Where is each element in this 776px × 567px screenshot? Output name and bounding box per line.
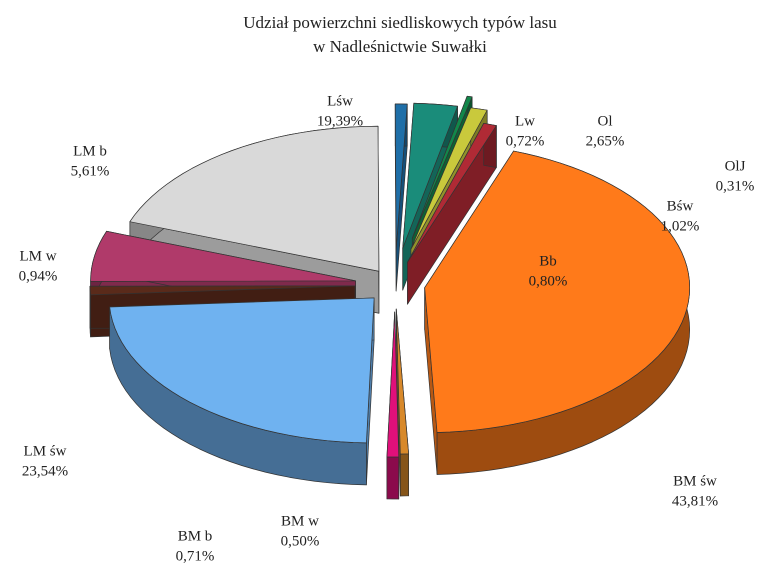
- category-label: OlJ: [725, 158, 746, 174]
- slice: [394, 103, 408, 292]
- slice: [407, 122, 497, 305]
- category-label: LM b: [73, 143, 107, 159]
- slice: [402, 102, 458, 249]
- category-label: Lw: [515, 113, 535, 129]
- value-label: 23,54%: [22, 463, 68, 479]
- value-label: 0,31%: [716, 178, 755, 194]
- value-label: 0,50%: [281, 533, 320, 549]
- slice: [407, 122, 497, 263]
- slice: [89, 285, 356, 296]
- value-label: 0,94%: [19, 268, 58, 284]
- category-label: BM św: [673, 473, 717, 489]
- value-label: 0,71%: [176, 548, 215, 564]
- value-label: 0,72%: [506, 133, 545, 149]
- pie: [89, 95, 691, 500]
- slice: [424, 150, 691, 475]
- slice: [395, 308, 409, 455]
- slice: [424, 150, 691, 433]
- chart-title: Udział powierzchni siedliskowych typów l…: [243, 13, 557, 32]
- slice: [394, 103, 408, 250]
- value-label: 1,02%: [661, 218, 700, 234]
- value-label: 2,65%: [586, 133, 625, 149]
- slice-side: [386, 456, 400, 500]
- category-label: Ol: [598, 113, 613, 129]
- category-label: BM w: [281, 513, 319, 529]
- slice: [109, 297, 375, 444]
- category-label: Bb: [539, 253, 557, 269]
- labels: Lśw 19,39% Lw 0,72% Ol 2,65% OlJ 0,31% Bśw 1,02% B…: [19, 93, 755, 564]
- category-label: Lśw: [327, 93, 353, 109]
- slice: [411, 95, 473, 239]
- value-label: 5,61%: [71, 163, 110, 179]
- category-label: LM św: [24, 443, 67, 459]
- slice: [386, 311, 400, 500]
- slice: [129, 125, 380, 272]
- slice: [395, 308, 409, 497]
- slice: [109, 297, 375, 486]
- value-label: 0,80%: [529, 273, 568, 289]
- slice: [410, 107, 488, 250]
- category-label: LM w: [19, 248, 56, 264]
- value-label: 43,81%: [672, 493, 718, 509]
- category-label: Bśw: [667, 198, 694, 214]
- value-label: 19,39%: [317, 113, 363, 129]
- slice: [386, 311, 400, 458]
- slice-side: [399, 453, 409, 497]
- slice: [90, 230, 356, 282]
- chart-title: w Nadleśnictwie Suwałki: [313, 37, 487, 56]
- category-label: BM b: [178, 528, 213, 544]
